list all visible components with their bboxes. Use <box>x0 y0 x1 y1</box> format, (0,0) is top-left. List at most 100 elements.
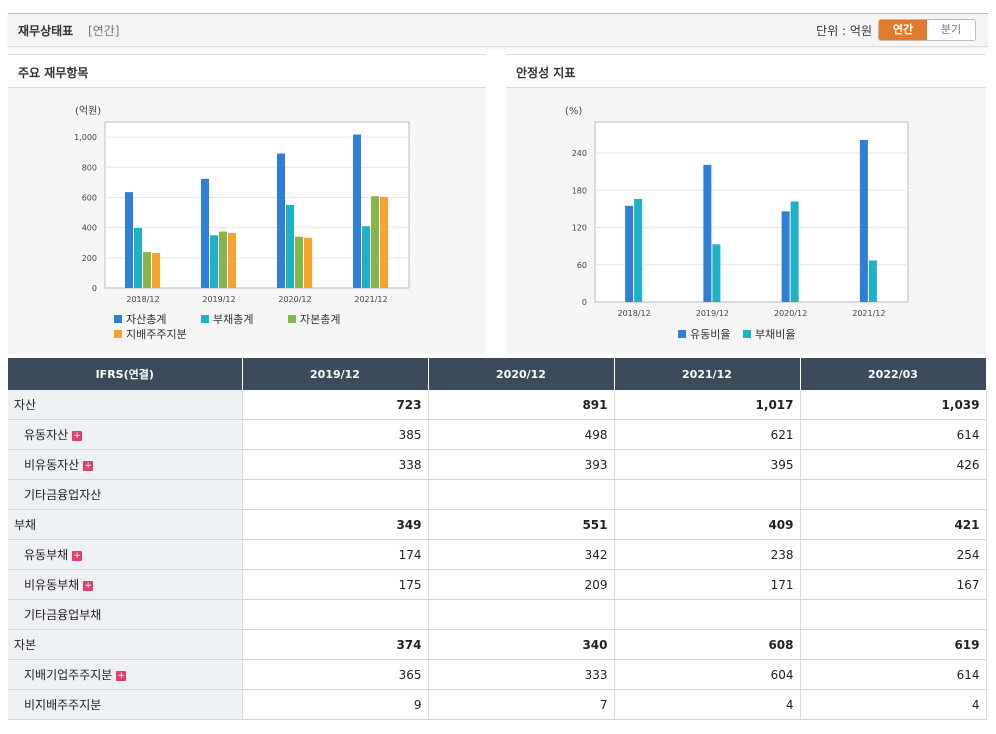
value-cell: 349 <box>242 509 429 540</box>
row-label-text: 자본 <box>14 638 37 652</box>
section-title: 재무상태표 <box>18 24 74 38</box>
bar <box>634 198 643 302</box>
value-cell <box>242 599 429 630</box>
value-cell: 621 <box>614 419 801 450</box>
annual-toggle-button[interactable]: 연간 <box>879 20 927 40</box>
value-cell: 723 <box>242 390 429 420</box>
panel-title: 안정성 지표 <box>516 66 576 80</box>
y-tick-label: 240 <box>572 149 587 158</box>
value-cell: 338 <box>242 449 429 480</box>
plus-icon[interactable]: + <box>72 431 83 441</box>
bar <box>371 196 379 288</box>
value-cell: 619 <box>800 629 987 660</box>
unit-label: 단위 : 억원 <box>816 24 872 38</box>
value-cell: 171 <box>614 569 801 600</box>
row-label: 부채 <box>8 509 243 540</box>
plus-icon[interactable]: + <box>116 671 127 681</box>
legend-swatch <box>114 330 122 338</box>
bar <box>353 134 361 288</box>
x-tick-label: 2020/12 <box>774 309 807 318</box>
bar <box>703 164 712 302</box>
value-cell: 891 <box>428 390 615 420</box>
x-tick-label: 2018/12 <box>618 309 651 318</box>
value-cell: 421 <box>800 509 987 540</box>
bar <box>868 260 877 302</box>
y-tick-label: 0 <box>582 298 587 307</box>
value-cell: 1,017 <box>614 390 801 420</box>
period-toggle: 연간 분기 <box>878 19 976 41</box>
row-label-text: 자산 <box>14 398 37 412</box>
y-tick-label: 60 <box>577 261 587 270</box>
legend-label: 유동비율 <box>690 328 730 341</box>
value-cell: 614 <box>800 419 987 450</box>
x-tick-label: 2020/12 <box>278 295 311 304</box>
row-label: 비유동자산 + <box>8 449 243 480</box>
value-cell <box>614 599 801 630</box>
value-cell: 385 <box>242 419 429 450</box>
table-header-row: IFRS(연결) 2019/12 2020/12 2021/12 2022/03 <box>8 358 987 390</box>
value-cell: 167 <box>800 569 987 600</box>
value-cell: 174 <box>242 539 429 570</box>
row-label: 비유동부채 + <box>8 569 243 600</box>
bar <box>790 201 799 302</box>
y-tick-label: 120 <box>572 224 587 233</box>
row-label-text: 유동자산 <box>24 428 69 442</box>
row-label: 유동자산 + <box>8 419 243 450</box>
x-tick-label: 2019/12 <box>202 295 235 304</box>
header-period: 2022/03 <box>800 358 987 390</box>
table-row: 자본 374 340 608 619 <box>8 629 987 660</box>
row-label-text: 기타금융업부채 <box>24 608 102 622</box>
row-label-text: 지배기업주주지분 <box>24 668 113 682</box>
row-label-text: 유동부채 <box>24 548 69 562</box>
financial-items-panel: 주요 재무항목 (억원) 0 200 400 600 800 1,000 2018/12 201… <box>8 54 486 354</box>
legend-swatch <box>743 330 751 338</box>
panel-header: 주요 재무항목 <box>8 54 486 88</box>
value-cell: 7 <box>428 689 615 720</box>
bar <box>625 205 634 302</box>
value-cell: 374 <box>242 629 429 660</box>
panel-header: 안정성 지표 <box>506 54 986 88</box>
bar <box>143 252 151 288</box>
row-label: 자산 <box>8 390 243 420</box>
y-tick-label: 200 <box>82 254 97 263</box>
stability-panel: 안정성 지표 (%) 0 60 120 180 240 2018/12 2019/12 2020… <box>506 54 986 354</box>
panel-title: 주요 재무항목 <box>18 66 89 80</box>
y-tick-label: 400 <box>82 224 97 233</box>
bar <box>134 227 142 288</box>
value-cell: 498 <box>428 419 615 450</box>
legend-label: 지배주주지분 <box>126 328 187 341</box>
value-cell: 426 <box>800 449 987 480</box>
bar <box>152 252 160 288</box>
bar <box>295 236 303 288</box>
legend-swatch <box>201 315 209 323</box>
row-label-text: 비유동부채 <box>24 578 80 592</box>
legend-label: 부채비율 <box>755 328 795 341</box>
x-tick-label: 2021/12 <box>852 309 885 318</box>
plus-icon[interactable]: + <box>72 551 83 561</box>
section-header: 재무상태표 [연간] 단위 : 억원 연간 분기 <box>8 13 988 47</box>
legend-label: 자본총계 <box>300 313 340 326</box>
value-cell: 1,039 <box>800 390 987 420</box>
plus-icon[interactable]: + <box>83 461 94 471</box>
value-cell: 604 <box>614 659 801 690</box>
row-label-text: 비유동자산 <box>24 458 80 472</box>
row-label-text: 부채 <box>14 518 37 532</box>
value-cell: 342 <box>428 539 615 570</box>
value-cell: 614 <box>800 659 987 690</box>
value-cell: 333 <box>428 659 615 690</box>
value-cell <box>428 479 615 510</box>
bar <box>210 235 218 288</box>
row-label: 지배기업주주지분 + <box>8 659 243 690</box>
value-cell: 409 <box>614 509 801 540</box>
table-row: 유동자산 +385 498 621 614 <box>8 419 987 450</box>
plus-icon[interactable]: + <box>83 581 94 591</box>
bar <box>125 192 133 288</box>
bar <box>219 231 227 288</box>
value-cell: 254 <box>800 539 987 570</box>
value-cell <box>242 479 429 510</box>
value-cell: 9 <box>242 689 429 720</box>
quarter-toggle-button[interactable]: 분기 <box>927 20 975 40</box>
y-axis-label: (%) <box>565 106 582 117</box>
balance-sheet-table: IFRS(연결) 2019/12 2020/12 2021/12 2022/03 자산 7… <box>8 358 987 720</box>
value-cell <box>614 479 801 510</box>
